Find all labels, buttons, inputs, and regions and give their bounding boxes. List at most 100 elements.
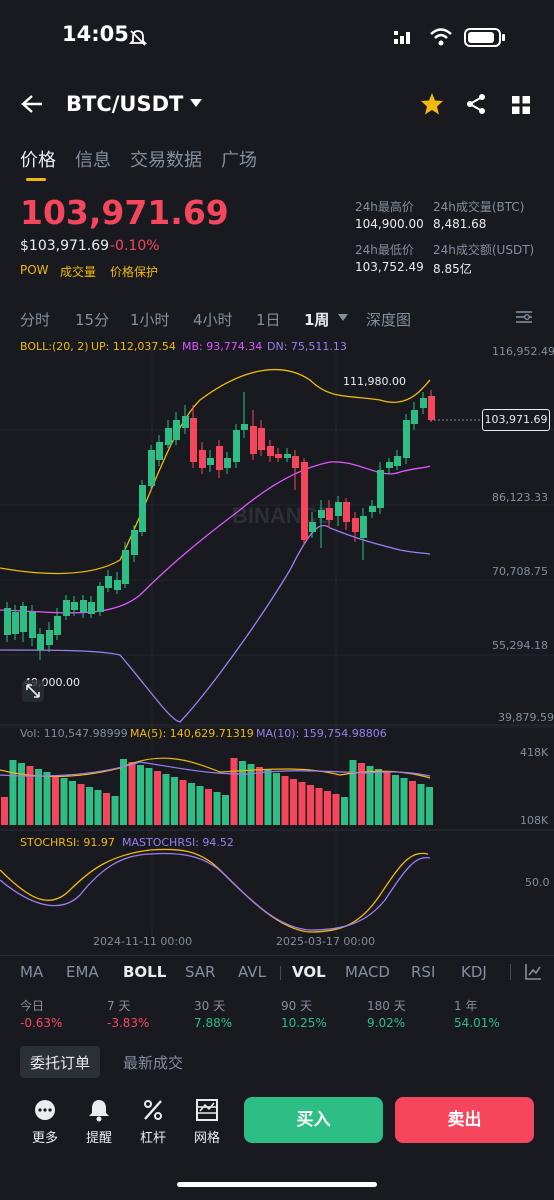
low-label: 24h最低价 xyxy=(355,243,414,257)
candle-body xyxy=(411,410,418,424)
indicator-settings-icon[interactable] xyxy=(524,963,542,981)
tf-1d[interactable]: 1日 xyxy=(256,311,281,329)
home-indicator[interactable] xyxy=(177,1182,377,1187)
perf-value-1y: 54.01% xyxy=(454,1016,500,1030)
tab-trade-data[interactable]: 交易数据 xyxy=(130,150,202,171)
vol-axis-top: 418K xyxy=(520,746,549,759)
expand-chart-icon[interactable] xyxy=(22,680,44,702)
volume-bar xyxy=(417,784,425,825)
pair-title[interactable]: BTC/USDT xyxy=(66,92,184,116)
vol-btc-value: 8,481.68 xyxy=(433,217,487,231)
volume-bar xyxy=(298,782,306,825)
favorite-star-icon[interactable] xyxy=(420,92,444,116)
volume-bar xyxy=(383,772,391,825)
perf-value-180d: 9.02% xyxy=(367,1016,406,1030)
tf-1w[interactable]: 1周 xyxy=(304,311,330,329)
ind-tab-ma[interactable]: MA xyxy=(20,963,44,981)
axis-label-3: 55,294.18 xyxy=(492,639,548,652)
nav-leverage-label[interactable]: 杠杆 xyxy=(139,1131,166,1146)
volume-bar xyxy=(145,768,153,825)
nav-more-label[interactable]: 更多 xyxy=(31,1131,58,1146)
ind-tab-boll[interactable]: BOLL xyxy=(123,963,167,981)
usd-price: $103,971.69 xyxy=(20,238,110,254)
candle-body xyxy=(182,416,189,428)
candle-body xyxy=(80,600,87,612)
volume-bar xyxy=(230,758,238,825)
candle-body xyxy=(326,508,333,520)
nav-grid-label[interactable]: 网格 xyxy=(193,1131,220,1146)
chart-settings-icon[interactable] xyxy=(515,309,533,325)
nav-alert-label[interactable]: 提醒 xyxy=(85,1131,112,1146)
perf-value-90d: 10.25% xyxy=(281,1016,327,1030)
ind-tab-avl[interactable]: AVL xyxy=(238,963,266,981)
candle-body xyxy=(114,580,121,590)
tag-pow[interactable]: POW xyxy=(20,263,49,277)
tab-info[interactable]: 信息 xyxy=(75,150,111,171)
tab-open-orders[interactable]: 委托订单 xyxy=(20,1046,101,1078)
back-arrow-icon[interactable] xyxy=(20,93,44,115)
boll-dn: DN: 75,511.13 xyxy=(267,340,347,353)
tab-square[interactable]: 广场 xyxy=(221,150,257,171)
ind-tab-kdj[interactable]: KDJ xyxy=(461,963,487,981)
candle-body xyxy=(156,442,163,460)
high-annotation: 111,980.00 xyxy=(343,375,406,388)
volume-bar xyxy=(366,766,374,825)
vol-ma5-line xyxy=(0,757,431,779)
vol-axis-bottom: 108K xyxy=(520,814,549,827)
buy-button[interactable]: 买入 xyxy=(244,1097,383,1143)
grid-bot-icon[interactable] xyxy=(189,1098,225,1122)
volume-bar xyxy=(264,770,272,825)
ind-tab-sar[interactable]: SAR xyxy=(185,963,216,981)
layout-grid-icon[interactable] xyxy=(511,95,531,115)
volume-bar xyxy=(128,762,136,825)
vol-ma10: MA(10): 159,754.98806 xyxy=(256,727,387,740)
share-icon[interactable] xyxy=(465,93,487,115)
volume-bar xyxy=(213,792,221,825)
perf-value-7d: -3.83% xyxy=(107,1016,150,1030)
candle-body xyxy=(275,454,282,458)
volume-bar xyxy=(392,775,399,825)
tf-1h[interactable]: 1小时 xyxy=(130,311,170,329)
tab-price[interactable]: 价格 xyxy=(20,150,56,171)
volume-bar xyxy=(256,767,263,825)
tf-line[interactable]: 分时 xyxy=(20,311,51,329)
tab-recent-trades[interactable]: 最新成交 xyxy=(123,1054,184,1072)
sell-button[interactable]: 卖出 xyxy=(395,1097,534,1143)
axis-label-4: 39,879.59 xyxy=(498,711,554,724)
candlestick-chart[interactable]: BINANCE xyxy=(0,350,554,950)
perf-label-30d: 30 天 xyxy=(194,999,226,1013)
volume-bar xyxy=(111,796,119,825)
perf-value-today: -0.63% xyxy=(20,1016,63,1030)
tf-dropdown-icon[interactable] xyxy=(338,314,348,321)
more-icon[interactable] xyxy=(27,1098,63,1122)
tag-volume[interactable]: 成交量 xyxy=(60,265,97,279)
volume-bar xyxy=(315,788,323,825)
bell-icon[interactable] xyxy=(81,1098,117,1122)
date-label-1: 2025-03-17 00:00 xyxy=(276,935,376,948)
ind-tab-rsi[interactable]: RSI xyxy=(411,963,436,981)
volume-bar xyxy=(179,780,187,825)
tf-depth[interactable]: 深度图 xyxy=(366,311,412,329)
volume-bar xyxy=(137,765,144,825)
current-price-box: 103,971.69 xyxy=(482,409,550,431)
ind-tab-macd[interactable]: MACD xyxy=(345,963,390,981)
mastochrsi-line xyxy=(0,852,431,931)
ind-tab-ema[interactable]: EMA xyxy=(66,963,99,981)
tf-15m[interactable]: 15分 xyxy=(75,311,110,329)
volume-bar xyxy=(120,759,127,825)
stochrsi-label: STOCHRSI: 91.97 xyxy=(20,836,115,849)
tf-4h[interactable]: 4小时 xyxy=(193,311,233,329)
volume-bar xyxy=(324,791,331,825)
stochrsi-line xyxy=(0,848,429,933)
ind-tab-vol[interactable]: VOL xyxy=(292,963,326,981)
tag-price-protection[interactable]: 价格保护 xyxy=(110,265,159,279)
candle-body xyxy=(292,456,299,468)
volume-bar xyxy=(239,761,246,825)
candle-body xyxy=(369,506,376,512)
candle-body xyxy=(88,602,95,614)
vol-label: Vol: 110,547.98999 xyxy=(20,727,128,740)
perf-label-1y: 1 年 xyxy=(454,999,478,1013)
pair-dropdown-icon[interactable] xyxy=(189,98,203,108)
leverage-icon[interactable] xyxy=(135,1098,171,1122)
last-price: 103,971.69 xyxy=(20,193,229,232)
